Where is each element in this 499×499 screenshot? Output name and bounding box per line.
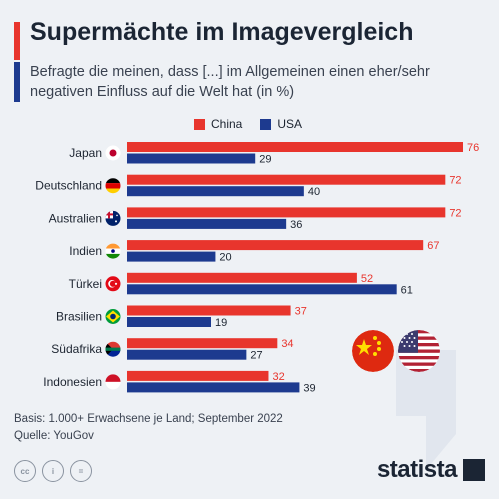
bar-china (127, 142, 463, 152)
bar-china (127, 338, 278, 349)
bar-china (127, 207, 446, 218)
legend-swatch-china (194, 118, 205, 130)
footer-source: Quelle: YouGov (14, 430, 94, 442)
category-label: Türkei (69, 277, 102, 291)
bar-usa (127, 317, 211, 327)
legend-item-china: China (194, 117, 242, 131)
country-flag-icon (105, 374, 121, 390)
legend: China USA (194, 117, 302, 131)
country-flag-icon (105, 309, 121, 324)
value-label-china: 37 (295, 306, 307, 318)
accent-bar-blue (14, 62, 20, 102)
country-flag-icon (105, 341, 121, 357)
bar-china (127, 174, 446, 185)
bar-china (127, 305, 291, 316)
value-label-usa: 27 (250, 350, 262, 362)
value-label-china: 32 (272, 371, 284, 383)
value-label-usa: 36 (290, 219, 302, 231)
statista-logo[interactable]: statista (377, 456, 485, 484)
bar-china (127, 272, 357, 283)
value-label-usa: 39 (303, 382, 315, 394)
bar-usa (127, 382, 300, 393)
footer-basis: Basis: 1.000+ Erwachsene je Land; Septem… (14, 413, 283, 425)
country-flag-icon (105, 210, 121, 226)
category-label: Südafrika (51, 342, 102, 356)
value-label-china: 34 (281, 338, 293, 350)
legend-item-usa: USA (260, 117, 302, 131)
bar-china (127, 240, 424, 251)
value-label-usa: 40 (308, 186, 320, 198)
nd-icon[interactable]: = (70, 460, 92, 482)
value-label-china: 72 (449, 207, 461, 219)
usa-flag-icon (398, 330, 440, 372)
bar-usa (127, 218, 287, 229)
category-label: Deutschland (35, 179, 102, 193)
value-label-china: 67 (427, 240, 439, 252)
country-flag-icon (105, 276, 121, 292)
value-label-usa: 61 (401, 284, 413, 296)
value-label-usa: 29 (259, 154, 271, 166)
category-label: Indonesien (43, 375, 102, 389)
chart-title: Supermächte im Imagevergleich (30, 18, 414, 46)
footer-notes: Basis: 1.000+ Erwachsene je Land; Septem… (14, 411, 283, 445)
country-flag-icon (105, 178, 121, 194)
legend-swatch-usa (260, 118, 272, 130)
statista-logo-icon (463, 459, 485, 481)
bar-usa (127, 349, 247, 360)
bar-usa (127, 284, 397, 295)
china-flag-icon (352, 330, 394, 372)
accent-bar-red (14, 22, 20, 60)
country-flag-icon (105, 145, 121, 161)
by-icon[interactable]: i (42, 460, 64, 482)
value-label-china: 52 (361, 273, 373, 285)
bar-usa (127, 251, 216, 262)
category-label: Brasilien (56, 310, 102, 324)
value-label-usa: 20 (219, 252, 231, 264)
legend-label-usa: USA (277, 117, 303, 131)
chart-subtitle: Befragte die meinen, dass [...] im Allge… (30, 64, 430, 100)
legend-label-china: China (211, 117, 243, 131)
bar-usa (127, 186, 304, 197)
cc-icon[interactable]: cc (14, 460, 36, 482)
category-label: Japan (69, 146, 102, 160)
category-label: Indien (69, 244, 102, 258)
value-label-china: 76 (467, 142, 479, 154)
logo-text: statista (376, 456, 458, 483)
value-label-usa: 19 (215, 317, 227, 329)
country-flag-icon (105, 243, 121, 259)
category-label: Australien (49, 211, 102, 225)
value-label-china: 72 (449, 175, 461, 187)
license-icons: cc i = (14, 460, 92, 482)
bar-china (127, 370, 269, 381)
bar-usa (127, 153, 256, 164)
